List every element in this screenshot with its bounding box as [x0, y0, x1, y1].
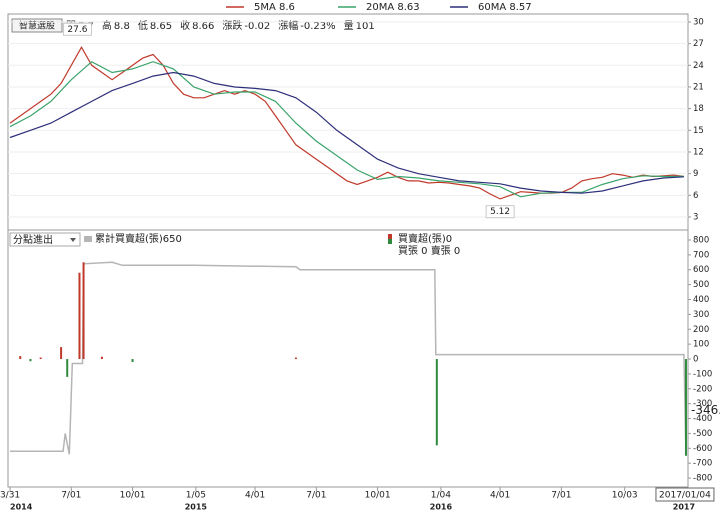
x-tick-label: 4/01	[245, 491, 265, 501]
x-tick-label: 7/01	[61, 491, 81, 501]
y-tick-label: 500	[693, 280, 709, 290]
x-tick-label: 3/31	[0, 491, 20, 501]
x-tick-label: 2017/01/04	[659, 491, 711, 501]
flow-bar	[60, 347, 63, 360]
flow-bar	[100, 356, 103, 360]
legend-label: 60MA 8.57	[478, 2, 532, 13]
y-tick-label: 27	[693, 39, 704, 49]
flow-bar	[78, 272, 81, 360]
ma-line	[9, 45, 684, 200]
dropdown[interactable]	[9, 232, 81, 247]
info-value: 8.8	[114, 21, 130, 32]
flow-panel	[7, 229, 689, 488]
info-label: 高	[102, 19, 112, 32]
y-tick-label: -800	[693, 474, 712, 484]
info-label: 低	[138, 19, 148, 32]
cumulative-line	[10, 261, 687, 456]
y-tick-label: 700	[693, 250, 709, 260]
year-label: 2014	[10, 503, 33, 512]
y-tick-label: 24	[693, 61, 704, 71]
y-tick-label: 30	[693, 17, 704, 27]
y-tick-label: 18	[693, 104, 704, 114]
y-tick-label: 200	[693, 325, 709, 335]
annotation: 5.12	[490, 207, 510, 217]
dropdown-label[interactable]: 分點進出	[13, 233, 53, 246]
legend-label: 20MA 8.63	[366, 2, 420, 13]
flow-bar	[435, 359, 438, 446]
flow-bar	[39, 357, 42, 360]
flow-bar	[684, 359, 687, 456]
info-label: 漲幅	[278, 19, 298, 32]
y-tick-label: 300	[693, 310, 709, 320]
y-tick-label: 600	[693, 265, 709, 275]
y-tick-label: -500	[693, 429, 712, 439]
annotation: 27.6	[67, 25, 87, 35]
annotation-box	[485, 205, 515, 219]
y-tick-label: 3	[693, 212, 698, 222]
y-tick-label: -400	[693, 414, 712, 424]
annotation-box	[62, 22, 92, 36]
flow-bar	[19, 356, 22, 360]
info-value: 101	[356, 21, 375, 32]
year-label: 2017	[673, 503, 695, 512]
legend-swatch-down	[388, 239, 392, 244]
y-tick-label: 0	[693, 355, 698, 365]
x-tick-label: 7/01	[306, 491, 326, 501]
legend-swatch	[84, 236, 92, 242]
x-tick-label: 10/01	[365, 491, 391, 501]
legend-label: 累計買賣超(張)650	[95, 232, 182, 245]
y-tick-label: 9	[693, 169, 698, 179]
x-tick-box	[655, 487, 715, 502]
legend-swatch-up	[388, 234, 392, 239]
x-tick-label: 1/04	[431, 491, 451, 501]
y-tick-label: 100	[693, 340, 709, 350]
ma-line	[9, 71, 684, 194]
y-tick-label: 15	[693, 126, 704, 136]
y-tick-label: -600	[693, 444, 712, 454]
flow-bar	[66, 359, 69, 377]
y-tick-label: -300	[693, 399, 712, 409]
y-tick-label: -200	[693, 384, 712, 394]
year-label: 2015	[185, 503, 208, 512]
y-tick-label: 400	[693, 295, 709, 305]
info-label: 收	[180, 19, 190, 32]
info-value: 8.65	[150, 21, 172, 32]
legend-label: 5MA 8.6	[254, 2, 295, 13]
x-tick-label: 1/05	[186, 491, 206, 501]
x-tick-label: 10/01	[120, 491, 146, 501]
year-label: 2016	[430, 503, 453, 512]
x-tick-label: 7/01	[551, 491, 571, 501]
info-label: 漲跌	[222, 19, 242, 32]
button-label[interactable]: 智慧選股	[19, 20, 55, 32]
y-tick-label: 800	[693, 235, 709, 245]
x-tick-label: 10/03	[612, 491, 638, 501]
y-tick-label: 6	[693, 191, 698, 201]
dropdown-arrow[interactable]	[70, 238, 76, 242]
info-value: -0.23%	[300, 21, 335, 32]
info-value: -0.02	[244, 21, 270, 32]
flow-bar	[82, 262, 85, 360]
cursor-value: -346.	[691, 403, 720, 417]
y-tick-label: -100	[693, 369, 712, 379]
legend-label: 買賣超(張)0	[398, 232, 452, 245]
info-label: 量	[344, 20, 354, 32]
flow-bar	[131, 359, 134, 362]
legend-note: 買張 0 賣張 0	[398, 244, 460, 257]
y-tick-label: 21	[693, 82, 704, 92]
info-value: 8.66	[192, 21, 214, 32]
flow-bar	[29, 359, 32, 362]
y-tick-label: 12	[693, 147, 704, 157]
x-tick-label: 4/01	[490, 491, 510, 501]
flow-bar	[294, 357, 297, 360]
y-tick-label: -700	[693, 459, 712, 469]
